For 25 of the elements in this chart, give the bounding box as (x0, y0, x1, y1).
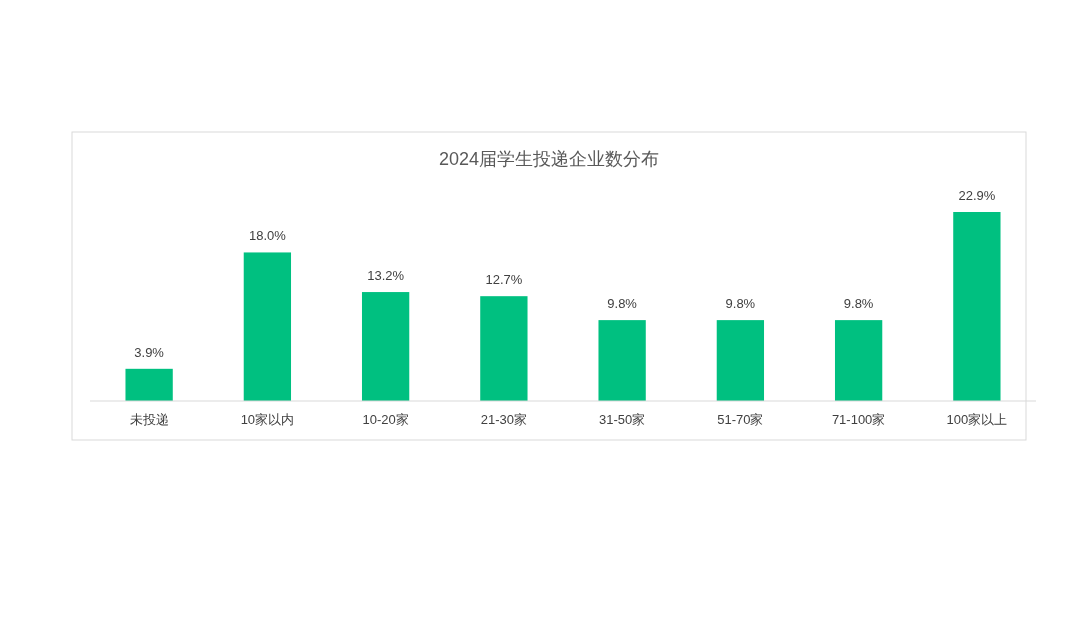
x-tick-label: 10家以内 (240, 412, 295, 427)
data-label: 3.9% (134, 344, 165, 360)
chart-title: 2024届学生投递企业数分布 (438, 149, 660, 169)
bar (953, 212, 1001, 401)
x-tick-label: 51-70家 (717, 412, 764, 427)
bar (834, 320, 883, 401)
bar (480, 296, 528, 401)
data-label: 18.0% (248, 228, 287, 244)
x-tick-label: 31-50家 (599, 412, 646, 427)
x-tick-label: 10-20家 (362, 412, 409, 427)
x-tick-label: 21-30家 (480, 412, 527, 427)
data-label: 9.8% (843, 296, 874, 312)
bar (598, 320, 646, 401)
data-label: 12.7% (485, 272, 523, 288)
bar (716, 320, 765, 401)
x-tick-label: 100家以上 (946, 412, 1008, 427)
data-label: 13.2% (367, 268, 405, 284)
data-label: 9.8% (725, 296, 756, 312)
bar (243, 252, 292, 401)
data-label: 22.9% (958, 188, 996, 203)
data-label: 9.8% (607, 296, 638, 312)
bar (125, 368, 173, 401)
x-tick-label: 未投递 (129, 412, 169, 427)
x-tick-label: 71-100家 (831, 412, 886, 427)
bar (361, 292, 410, 401)
